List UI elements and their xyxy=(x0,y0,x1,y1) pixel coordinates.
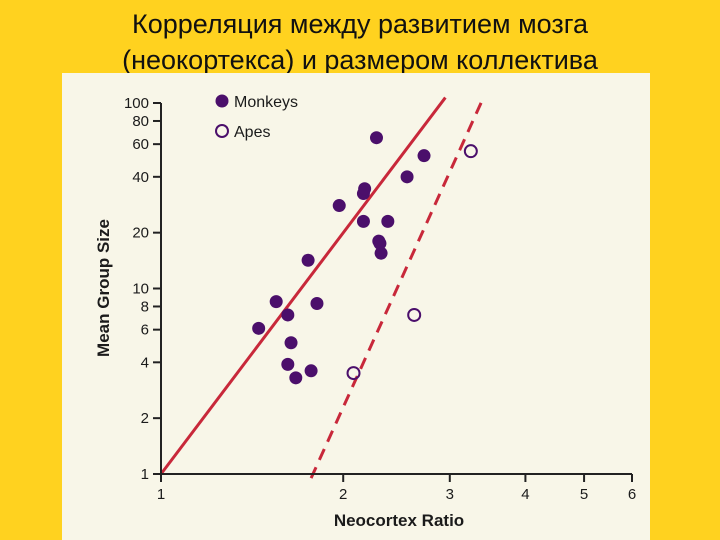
slide-title: Корреляция между развитием мозга (неокор… xyxy=(0,6,720,78)
monkey-data-point xyxy=(332,199,346,213)
x-tick-label: 2 xyxy=(339,486,347,503)
monkey-data-point xyxy=(358,182,372,196)
y-tick-label: 4 xyxy=(141,354,149,371)
legend-apes-label: Apes xyxy=(234,124,270,141)
y-tick-label: 100 xyxy=(124,95,149,112)
monkey-data-point xyxy=(289,371,303,385)
y-axis-title: Mean Group Size xyxy=(94,219,113,357)
monkey-data-point xyxy=(252,321,266,335)
slide-title-line-2: (неокортекса) и размером коллектива xyxy=(122,45,598,75)
regression-lines xyxy=(159,96,485,479)
x-tick-label: 6 xyxy=(628,486,636,503)
ape-data-point xyxy=(407,307,422,322)
y-tick-label: 6 xyxy=(141,322,149,339)
y-tick-label: 60 xyxy=(132,136,149,153)
y-tick-label: 1 xyxy=(141,466,149,483)
monkey-data-point xyxy=(304,364,318,378)
monkey-data-point xyxy=(281,357,295,371)
x-tick-label: 5 xyxy=(580,486,588,503)
legend-monkeys-label: Monkeys xyxy=(234,94,298,111)
monkey-data-point xyxy=(356,214,370,228)
y-tick-label: 10 xyxy=(132,281,149,298)
monkey-data-point xyxy=(281,308,295,322)
monkey-data-point xyxy=(400,170,414,184)
apes-regression-line xyxy=(309,96,485,479)
y-tick-label: 8 xyxy=(141,298,149,315)
monkey-data-point xyxy=(269,295,283,309)
monkey-data-point xyxy=(310,297,324,311)
y-tick-label: 20 xyxy=(132,225,149,242)
monkey-data-point xyxy=(373,236,387,250)
monkey-data-point xyxy=(374,246,388,260)
monkey-data-point xyxy=(417,149,431,163)
monkeys-regression-line xyxy=(159,96,447,475)
y-tick-label: 40 xyxy=(132,169,149,186)
legend-apes-marker xyxy=(215,124,229,138)
y-tick-label: 2 xyxy=(141,410,149,427)
monkey-data-point xyxy=(381,214,395,228)
ape-data-point xyxy=(346,366,361,381)
chart-figure: 1 2 3 4 5 6 1 2 4 6 8 10 20 40 60 80 100 Monkeys Apes Ne… xyxy=(62,73,650,540)
monkey-data-point xyxy=(301,253,315,267)
legend: Monkeys Apes xyxy=(215,94,298,141)
x-axis-title: Neocortex Ratio xyxy=(334,511,464,530)
legend-monkeys-marker xyxy=(215,94,229,108)
slide-title-line-1: Корреляция между развитием мозга xyxy=(131,9,589,39)
monkey-data-point xyxy=(369,131,383,145)
monkey-data-point xyxy=(284,336,298,350)
x-tick-label: 1 xyxy=(157,486,165,503)
x-tick-label: 3 xyxy=(446,486,454,503)
y-tick-label: 80 xyxy=(132,113,149,130)
data-points xyxy=(252,131,478,385)
ape-data-point xyxy=(463,144,478,159)
x-tick-label: 4 xyxy=(521,486,529,503)
